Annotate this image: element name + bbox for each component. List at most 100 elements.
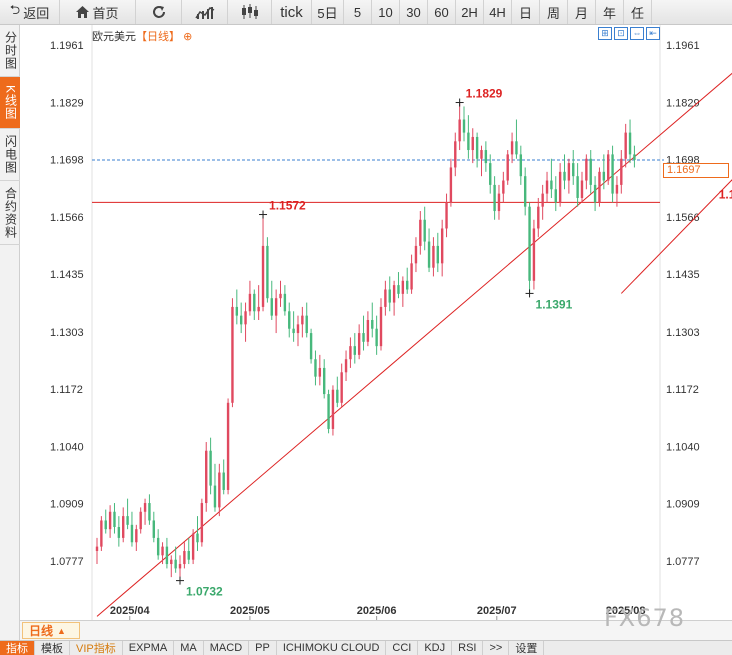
candle-body	[156, 537, 160, 556]
candle-body	[392, 285, 396, 303]
period-5day[interactable]: 5日	[312, 0, 344, 24]
annotation-label: 1.1829	[466, 87, 503, 101]
y-tick-label-left: 1.1172	[50, 384, 83, 396]
sidebar-item-contract[interactable]: 合约资料	[0, 181, 20, 245]
period-day[interactable]: 日	[512, 0, 540, 24]
triangle-up-icon: ▲	[57, 625, 66, 636]
tab-ichimoku[interactable]: ICHIMOKU CLOUD	[277, 640, 387, 655]
candle-body	[528, 206, 531, 281]
sidebar-item-timeshare[interactable]: 分时图	[0, 25, 20, 77]
refresh-button[interactable]	[136, 0, 182, 24]
tab-more[interactable]: >>	[483, 640, 510, 655]
expand-icon[interactable]: ⇤	[646, 27, 660, 40]
candle-body	[244, 311, 247, 325]
candle-body	[624, 132, 627, 159]
period-4h[interactable]: 4H	[484, 0, 512, 24]
tab-expma[interactable]: EXPMA	[123, 640, 175, 655]
candle-body	[410, 263, 413, 290]
candle-body	[633, 154, 636, 161]
candle-body	[493, 184, 496, 212]
stretch-icon[interactable]: ⇔	[630, 27, 644, 40]
period-year[interactable]: 年	[596, 0, 624, 24]
candle-body	[515, 141, 518, 155]
period-month[interactable]: 月	[568, 0, 596, 24]
tab-cci[interactable]: CCI	[386, 640, 419, 655]
candle-body	[235, 306, 239, 316]
candle-body	[454, 141, 457, 168]
candle-body	[161, 546, 164, 556]
tab-ma[interactable]: MA	[174, 640, 204, 655]
tab-vip-indicators[interactable]: VIP指标	[70, 640, 123, 655]
home-button[interactable]: 首页	[60, 0, 136, 24]
annotation-label: 1.0732	[186, 585, 223, 599]
tab-template[interactable]: 模板	[35, 640, 70, 655]
candle-body	[309, 333, 313, 360]
candle-body	[305, 315, 308, 334]
indicator-tabs: 指标 模板 VIP指标 EXPMA MA MACD PP ICHIMOKU CL…	[0, 640, 732, 655]
tab-indicators[interactable]: 指标	[0, 640, 35, 655]
candle-body	[152, 520, 156, 538]
candle-body	[170, 559, 173, 565]
period-10min[interactable]: 10	[372, 0, 400, 24]
period-60min[interactable]: 60	[428, 0, 456, 24]
candle-body	[122, 516, 125, 538]
period-tick[interactable]: tick	[272, 0, 312, 24]
annotation-label: 1.1391	[536, 297, 573, 311]
period-week[interactable]: 周	[540, 0, 568, 24]
candle-body	[218, 472, 221, 508]
candle-body	[598, 171, 601, 203]
candle-body	[292, 328, 295, 334]
y-tick-label-left: 1.1303	[50, 327, 84, 339]
period-bar	[20, 620, 732, 640]
candle-body	[108, 511, 112, 530]
candle-body	[266, 245, 269, 299]
candle-body	[606, 154, 610, 181]
y-tick-label-right: 1.1961	[666, 40, 700, 52]
sidebar: 分时图 K线图 闪电图 合约资料	[0, 25, 20, 640]
fit-icon[interactable]: ⊞	[598, 27, 612, 40]
y-tick-label-right: 1.0909	[666, 498, 700, 510]
candle-body	[336, 389, 339, 403]
candle-body	[628, 132, 632, 155]
candle-body	[226, 402, 230, 490]
candle-body	[458, 119, 461, 142]
y-tick-label-left: 1.1961	[50, 40, 84, 52]
period-5min[interactable]: 5	[344, 0, 372, 24]
kline-type-button[interactable]	[228, 0, 272, 24]
tab-macd[interactable]: MACD	[204, 640, 250, 655]
candle-body	[296, 324, 300, 334]
candle-body	[135, 529, 138, 543]
sidebar-item-flash[interactable]: 闪电图	[0, 129, 20, 181]
zoom-icon[interactable]: ⊡	[614, 27, 628, 40]
candle-body	[213, 485, 217, 508]
plus-circle-icon[interactable]: ⊕	[183, 31, 193, 43]
candle-body	[611, 154, 614, 194]
period-2h[interactable]: 2H	[456, 0, 484, 24]
indicator-button[interactable]	[182, 0, 228, 24]
period-tag[interactable]: 日线 ▲	[22, 622, 80, 639]
candle-body	[467, 132, 470, 151]
candle-body	[205, 450, 208, 504]
candle-body	[379, 306, 383, 347]
tab-kdj[interactable]: KDJ	[418, 640, 453, 655]
candle-body	[231, 306, 234, 403]
period-30min[interactable]: 30	[400, 0, 428, 24]
candle-body	[475, 136, 479, 159]
candle-body	[274, 298, 278, 316]
tab-settings[interactable]: 设置	[509, 640, 545, 655]
x-tick-label: 2025/08	[606, 605, 646, 617]
y-tick-label-left: 1.0777	[50, 556, 84, 568]
candle-body	[462, 119, 466, 133]
trendline	[96, 72, 732, 617]
y-tick-label-right: 1.1040	[666, 441, 700, 453]
candle-body	[353, 346, 356, 355]
back-button[interactable]: ⮌ 返回	[0, 0, 60, 24]
candle-body	[279, 293, 282, 299]
sidebar-item-kline[interactable]: K线图	[0, 77, 20, 129]
candle-body	[253, 293, 256, 312]
tab-rsi[interactable]: RSI	[452, 640, 484, 655]
period-custom[interactable]: 任	[624, 0, 652, 24]
period-label: 【日线】	[136, 31, 180, 43]
tab-pp[interactable]: PP	[249, 640, 277, 655]
